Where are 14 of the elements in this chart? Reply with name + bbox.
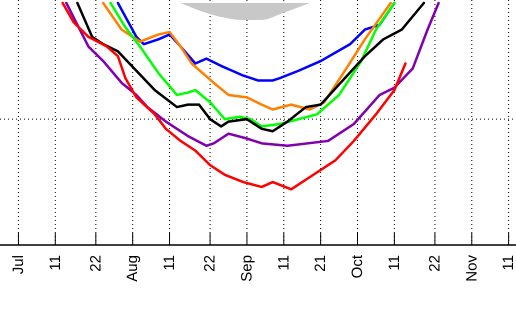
- x-tick-label: 22: [87, 255, 104, 272]
- x-tick-label: Sep: [238, 255, 256, 282]
- x-tick-label: 22: [426, 255, 444, 272]
- x-tick-label: 11: [161, 255, 178, 271]
- x-tick-label: 11: [500, 255, 516, 271]
- x-tick-label: Oct: [349, 254, 366, 278]
- x-tick-label: Aug: [124, 255, 142, 282]
- x-tick-label: 11: [46, 255, 64, 271]
- x-tick-label: Jul: [10, 255, 27, 274]
- x-tick-label: 22: [202, 255, 219, 272]
- x-tick-label: Nov: [463, 254, 480, 282]
- x-tick-label: 11: [275, 255, 292, 271]
- x-tick-label: 11: [386, 255, 403, 271]
- x-tick-label: 21: [312, 255, 330, 272]
